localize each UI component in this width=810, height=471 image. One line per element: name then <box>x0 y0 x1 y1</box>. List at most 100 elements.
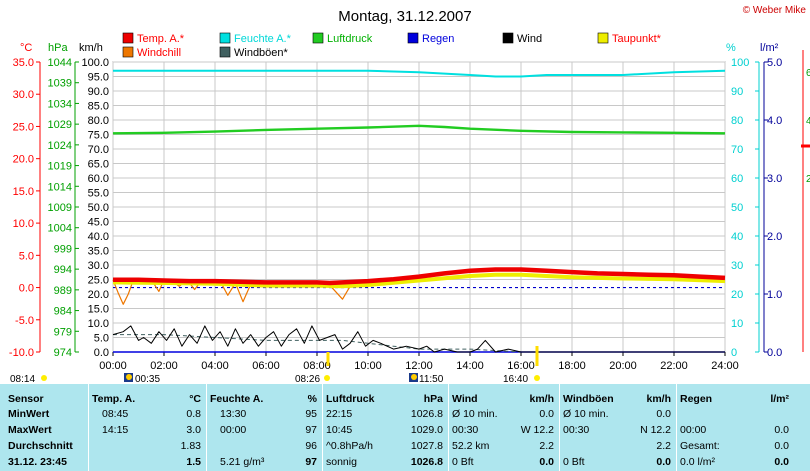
cell-value: 95 <box>305 408 317 420</box>
cell-label: 00:00 <box>220 424 247 436</box>
tick-label-hum: 0 <box>731 347 737 359</box>
tick-label-wind: 30.0 <box>88 260 109 272</box>
tick-label-temp: 10.0 <box>13 218 34 230</box>
tick-label-wind: 80.0 <box>88 115 109 127</box>
tick-label-right2: 2 <box>806 174 810 185</box>
tick-label-wind: 15.0 <box>88 304 109 316</box>
cell-value: 0.0 <box>539 456 554 468</box>
cell-label: Ø 10 min. <box>563 408 609 420</box>
cell-value: 97 <box>305 456 317 468</box>
moon-phase <box>411 374 417 380</box>
cell-label: sonnig <box>326 456 357 468</box>
tick-label-x: 16:00 <box>507 360 535 372</box>
table-separator <box>676 384 677 471</box>
tick-label-hum: 90 <box>731 86 743 98</box>
cell-label: 00:30 <box>563 424 590 436</box>
tick-label-press: 1024 <box>48 140 72 152</box>
legend-label: Temp. A.* <box>137 33 185 45</box>
legend-label: Windchill <box>137 47 181 59</box>
tick-label-wind: 50.0 <box>88 202 109 214</box>
sunset-time-label: 16:40 <box>503 374 528 384</box>
row-label: Durchschnitt <box>8 440 73 452</box>
tick-label-x: 20:00 <box>609 360 637 372</box>
tick-label-wind: 25.0 <box>88 275 109 287</box>
tick-label-wind: 100.0 <box>81 57 109 69</box>
column-unit: km/h <box>529 393 554 405</box>
cell-label: 14:15 <box>102 424 129 436</box>
cell-value: 1029.0 <box>410 424 443 436</box>
cell-label: ^0.8hPa/h <box>326 440 373 452</box>
cell-value: 97 <box>305 424 317 436</box>
legend-label: Feuchte A.* <box>234 33 292 45</box>
tick-label-x: 22:00 <box>660 360 688 372</box>
series-line-wind <box>112 325 725 353</box>
axis-unit-wind: km/h <box>79 42 103 54</box>
tick-label-press: 1019 <box>48 161 72 173</box>
tick-label-press: 1034 <box>48 98 72 110</box>
tick-label-wind: 10.0 <box>88 318 109 330</box>
tick-label-wind: 70.0 <box>88 144 109 156</box>
legend-swatch <box>219 32 231 44</box>
column-unit: °C <box>189 393 201 405</box>
table-separator <box>322 384 323 471</box>
row-label: MaxWert <box>8 424 52 436</box>
tick-label-wind: 20.0 <box>88 289 109 301</box>
column-header: Temp. A. <box>92 393 136 405</box>
series-line-feuchte-a <box>113 69 726 78</box>
column-header: Windböen <box>563 393 614 405</box>
table-separator <box>88 384 89 471</box>
series-line-taupunkt <box>112 272 726 289</box>
table-separator <box>559 384 560 471</box>
cell-label: 0.0 l/m² <box>680 456 716 468</box>
tick-label-wind: 85.0 <box>88 101 109 113</box>
row-label: 31.12. 23:45 <box>8 456 67 468</box>
axis-unit-rain: l/m² <box>760 42 779 54</box>
tick-label-temp: 20.0 <box>13 154 34 166</box>
cell-value: 0.0 <box>774 424 789 436</box>
cell-label: 0 Bft <box>563 456 585 468</box>
tick-label-wind: 5.0 <box>94 333 109 345</box>
cell-label: 13:30 <box>220 408 247 420</box>
row-label: MinWert <box>8 408 50 420</box>
cell-label: Ø 10 min. <box>452 408 498 420</box>
legend-label: Windböen* <box>234 47 289 59</box>
tick-label-temp: 15.0 <box>13 186 34 198</box>
tick-label-press: 999 <box>54 243 72 255</box>
tick-label-x: 24:00 <box>711 360 739 372</box>
tick-label-hum: 10 <box>731 318 743 330</box>
stats-panel <box>0 384 810 471</box>
tick-label-press: 1044 <box>48 57 72 69</box>
cell-value: 0.0 <box>774 440 789 452</box>
legend-label: Wind <box>517 33 542 45</box>
legend-label: Regen <box>422 33 454 45</box>
tick-label-x: 04:00 <box>201 360 229 372</box>
cell-value: 1.83 <box>180 440 201 452</box>
tick-label-temp: 25.0 <box>13 121 34 133</box>
copyright-label: © Weber Mike <box>743 5 807 16</box>
cell-value: W 12.2 <box>520 424 554 436</box>
tick-label-wind: 35.0 <box>88 246 109 258</box>
cell-value: 1026.8 <box>410 408 443 420</box>
axis-unit-hum: % <box>726 42 736 54</box>
tick-label-x: 12:00 <box>405 360 433 372</box>
legend-swatch <box>407 32 419 44</box>
axis-unit-press: hPa <box>48 42 68 54</box>
column-unit: l/m² <box>770 393 789 405</box>
cell-value: 3.0 <box>186 424 201 436</box>
tick-label-rain: 0.0 <box>767 347 782 359</box>
moon-time-label: 08:26 <box>295 374 320 384</box>
tick-label-wind: 60.0 <box>88 173 109 185</box>
tick-label-wind: 45.0 <box>88 217 109 229</box>
legend-swatch <box>219 46 231 58</box>
cell-value: 0.0 <box>539 408 554 420</box>
legend-swatch <box>312 32 324 44</box>
tick-label-rain: 4.0 <box>767 115 782 127</box>
table-separator <box>206 384 207 471</box>
series-line-luftdruck <box>112 124 726 135</box>
column-unit: % <box>307 393 317 405</box>
sun-icon <box>41 375 47 381</box>
cell-label: 22:15 <box>326 408 353 420</box>
tick-label-press: 989 <box>54 285 72 297</box>
cell-value: 0.8 <box>186 408 201 420</box>
tick-label-temp: 35.0 <box>13 57 34 69</box>
